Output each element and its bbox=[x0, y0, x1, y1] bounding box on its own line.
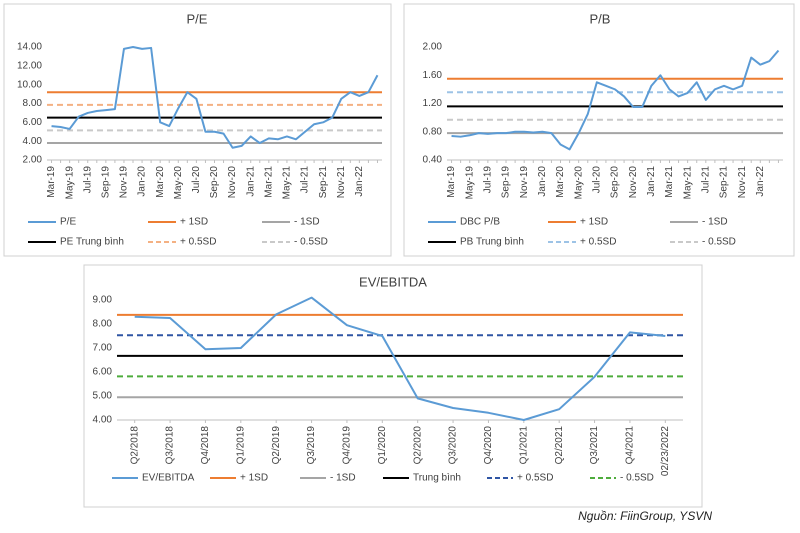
y-tick-label: 14.00 bbox=[17, 42, 42, 53]
x-tick-label: Q3/2018 bbox=[165, 426, 176, 465]
y-tick-label: 1.20 bbox=[423, 98, 443, 109]
x-tick-label: Jul-19 bbox=[82, 166, 93, 194]
legend-label: - 0.5SD bbox=[294, 237, 328, 248]
x-tick-label: Mar-20 bbox=[555, 166, 566, 198]
x-tick-label: Mar-19 bbox=[46, 166, 57, 198]
x-tick-label: Nov-21 bbox=[737, 166, 748, 199]
x-tick-label: Q4/2021 bbox=[625, 426, 636, 465]
y-tick-label: 9.00 bbox=[93, 295, 113, 306]
x-tick-label: Q2/2018 bbox=[129, 426, 140, 465]
legend-label: + 0.5SD bbox=[517, 473, 553, 484]
x-tick-label: Sep-21 bbox=[318, 166, 329, 199]
y-tick-label: 1.60 bbox=[423, 70, 443, 81]
x-tick-label: May-21 bbox=[282, 166, 293, 200]
x-tick-label: Q3/2019 bbox=[306, 426, 317, 465]
y-tick-label: 6.00 bbox=[93, 367, 113, 378]
x-tick-label: Jan-21 bbox=[646, 166, 657, 197]
series-line bbox=[451, 49, 780, 151]
x-tick-label: Jul-20 bbox=[191, 166, 202, 194]
x-tick-label: Q4/2020 bbox=[483, 426, 494, 465]
legend-label: + 1SD bbox=[240, 473, 268, 484]
x-tick-label: Mar-21 bbox=[263, 166, 274, 198]
x-tick-label: Jan-22 bbox=[354, 166, 365, 197]
x-tick-label: Mar-19 bbox=[446, 166, 457, 198]
legend-label: PE Trung bình bbox=[60, 237, 124, 248]
x-tick-label: Q4/2019 bbox=[342, 426, 353, 465]
x-tick-label: Sep-20 bbox=[610, 166, 621, 199]
source: Nguồn: FiinGroup, YSVN bbox=[578, 509, 712, 523]
legend-label: + 0.5SD bbox=[580, 237, 616, 248]
y-tick-label: 2.00 bbox=[23, 155, 43, 166]
legend-label: - 0.5SD bbox=[702, 237, 736, 248]
x-tick-label: Q3/2020 bbox=[448, 426, 459, 465]
legend-label: PB Trung bình bbox=[460, 237, 524, 248]
x-tick-label: Nov-19 bbox=[519, 166, 530, 199]
x-tick-label: May-19 bbox=[64, 166, 75, 200]
y-tick-label: 5.00 bbox=[93, 391, 113, 402]
y-tick-label: 4.00 bbox=[23, 136, 43, 147]
x-tick-label: Q2/2019 bbox=[271, 426, 282, 465]
x-tick-label: Sep-20 bbox=[209, 166, 220, 199]
x-tick-label: 02/23/2022 bbox=[660, 426, 671, 476]
y-tick-label: 7.00 bbox=[93, 343, 113, 354]
y-tick-label: 0.40 bbox=[423, 155, 443, 166]
legend-label: + 1SD bbox=[180, 217, 208, 228]
y-tick-label: 10.00 bbox=[17, 79, 42, 90]
x-tick-label: Nov-20 bbox=[227, 166, 238, 199]
x-tick-label: Q2/2020 bbox=[412, 426, 423, 465]
x-tick-label: Jul-21 bbox=[300, 166, 311, 194]
x-tick-label: Jul-20 bbox=[591, 166, 602, 194]
y-tick-label: 6.00 bbox=[23, 117, 43, 128]
legend-label: - 1SD bbox=[702, 217, 728, 228]
legend-label: + 1SD bbox=[580, 217, 608, 228]
y-tick-label: 12.00 bbox=[17, 60, 42, 71]
x-tick-label: Nov-21 bbox=[336, 166, 347, 199]
chart-title: P/E bbox=[187, 11, 208, 26]
x-tick-label: Nov-19 bbox=[119, 166, 130, 199]
x-tick-label: Jul-19 bbox=[483, 166, 494, 194]
y-tick-label: 4.00 bbox=[93, 415, 113, 426]
x-tick-label: Jan-20 bbox=[537, 166, 548, 197]
x-tick-label: May-19 bbox=[464, 166, 475, 200]
chart-title: P/B bbox=[590, 11, 611, 26]
x-tick-label: Q1/2021 bbox=[518, 426, 529, 465]
x-tick-label: Q3/2021 bbox=[589, 426, 600, 465]
x-tick-label: Sep-21 bbox=[719, 166, 730, 199]
x-tick-label: Sep-19 bbox=[100, 166, 111, 199]
series-line bbox=[51, 46, 379, 149]
legend-label: P/E bbox=[60, 217, 76, 228]
panel bbox=[403, 3, 795, 257]
x-tick-label: Q1/2019 bbox=[235, 426, 246, 465]
legend-label: - 0.5SD bbox=[620, 473, 654, 484]
legend-label: - 1SD bbox=[294, 217, 320, 228]
series-line bbox=[134, 296, 666, 421]
legend-label: EV/EBITDA bbox=[142, 473, 195, 484]
legend-label: DBC P/B bbox=[460, 217, 500, 228]
legend-label: Trung bình bbox=[413, 473, 461, 484]
y-tick-label: 2.00 bbox=[423, 42, 443, 53]
y-tick-label: 0.80 bbox=[423, 126, 443, 137]
x-tick-label: Q1/2020 bbox=[377, 426, 388, 465]
x-tick-label: Q2/2021 bbox=[554, 426, 565, 465]
x-tick-label: May-20 bbox=[573, 166, 584, 200]
x-tick-label: May-21 bbox=[682, 166, 693, 200]
chart-title: EV/EBITDA bbox=[359, 274, 427, 289]
x-tick-label: Mar-20 bbox=[155, 166, 166, 198]
panel bbox=[83, 264, 703, 508]
x-tick-label: May-20 bbox=[173, 166, 184, 200]
x-tick-label: Q4/2018 bbox=[200, 426, 211, 465]
x-tick-label: Nov-20 bbox=[628, 166, 639, 199]
legend-label: + 0.5SD bbox=[180, 237, 216, 248]
legend-label: - 1SD bbox=[330, 473, 356, 484]
x-tick-label: Mar-21 bbox=[664, 166, 675, 198]
x-tick-label: Jan-21 bbox=[245, 166, 256, 197]
panel bbox=[3, 3, 392, 257]
x-tick-label: Jul-21 bbox=[700, 166, 711, 194]
x-tick-label: Sep-19 bbox=[501, 166, 512, 199]
y-tick-label: 8.00 bbox=[93, 319, 113, 330]
x-tick-label: Jan-20 bbox=[137, 166, 148, 197]
y-tick-label: 8.00 bbox=[23, 98, 43, 109]
x-tick-label: Jan-22 bbox=[755, 166, 766, 197]
